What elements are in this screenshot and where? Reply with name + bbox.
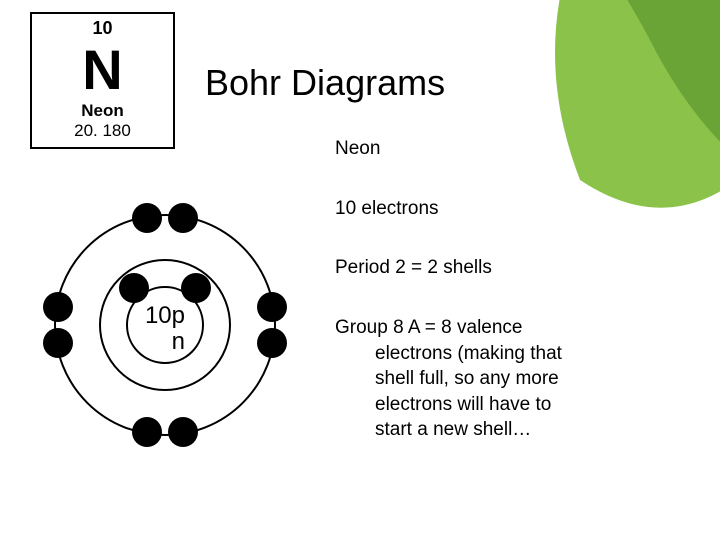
info-group-line3: shell full, so any more — [335, 366, 675, 392]
electron-shell2-5 — [132, 417, 162, 447]
nucleus-neutrons: n — [172, 328, 185, 355]
element-name: Neon — [32, 101, 173, 121]
info-group-line2: electrons (making that — [335, 341, 675, 367]
info-group-line5: start a new shell… — [335, 417, 675, 443]
element-box: 10 N Neon 20. 180 — [30, 12, 175, 149]
nucleus-protons: 10p — [145, 302, 185, 329]
info-electrons: 10 electrons — [335, 196, 675, 222]
info-group: Group 8 A = 8 valence electrons (making … — [335, 315, 675, 443]
electron-shell1-1 — [181, 273, 211, 303]
element-mass: 20. 180 — [32, 121, 173, 141]
info-element-name: Neon — [335, 136, 675, 162]
electron-shell2-6 — [43, 328, 73, 358]
page-title: Bohr Diagrams — [205, 62, 445, 104]
electron-shell2-7 — [43, 292, 73, 322]
element-symbol: N — [32, 39, 173, 101]
electron-shell2-0 — [132, 203, 162, 233]
atomic-number: 10 — [32, 18, 173, 39]
info-group-line4: electrons will have to — [335, 392, 675, 418]
electron-shell2-4 — [168, 417, 198, 447]
info-group-line1: Group 8 A = 8 valence — [335, 315, 675, 341]
info-panel: Neon 10 electrons Period 2 = 2 shells Gr… — [335, 136, 675, 443]
electron-shell2-1 — [168, 203, 198, 233]
bohr-diagram: 10pn — [20, 180, 310, 470]
electron-shell2-3 — [257, 328, 287, 358]
electron-shell1-0 — [119, 273, 149, 303]
info-period: Period 2 = 2 shells — [335, 255, 675, 281]
electron-shell2-2 — [257, 292, 287, 322]
